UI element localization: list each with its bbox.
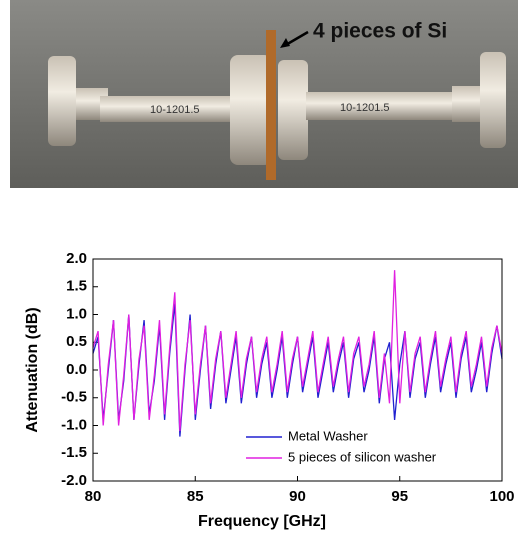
silicon-pieces <box>266 30 276 180</box>
flange <box>278 60 308 160</box>
legend-label: Metal Washer <box>288 428 368 443</box>
y-tick-label: -2.0 <box>61 472 87 489</box>
flange <box>48 56 76 146</box>
flange <box>480 52 506 148</box>
series-line <box>92 270 503 432</box>
flange <box>230 55 272 165</box>
arrow-head <box>280 38 290 48</box>
x-tick-label: 100 <box>489 488 514 505</box>
y-tick-label: 1.0 <box>66 305 87 322</box>
waveguide-tube <box>306 92 456 120</box>
part-label: 10-1201.5 <box>150 104 200 116</box>
chart: Frequency [GHz] Attenuation (dB) -2.0 -1.… <box>24 250 514 530</box>
photo-annotation: 4 pieces of Si <box>313 20 447 43</box>
y-tick-label: 0.0 <box>66 361 87 378</box>
y-tick-label: -1.0 <box>61 416 87 433</box>
y-axis-title: Attenuation (dB) <box>24 307 41 432</box>
y-tick-label: 1.5 <box>66 278 87 295</box>
legend-label: 5 pieces of silicon washer <box>288 449 437 464</box>
x-tick-label: 90 <box>289 488 306 505</box>
y-tick-label: -0.5 <box>61 389 87 406</box>
x-tick-label: 85 <box>187 488 204 505</box>
x-tick-label: 95 <box>391 488 408 505</box>
plot-frame <box>92 258 503 482</box>
photo: 10-1201.5 10-1201.5 4 pieces of Si <box>10 0 518 188</box>
x-tick-label: 80 <box>85 488 102 505</box>
y-tick-label: 2.0 <box>66 250 87 267</box>
y-tick-label: 0.5 <box>66 333 87 350</box>
waveguide-tube <box>100 96 240 122</box>
neck <box>452 86 482 122</box>
part-label: 10-1201.5 <box>340 102 390 114</box>
y-tick-label: -1.5 <box>61 444 87 461</box>
x-axis-title: Frequency [GHz] <box>198 513 326 530</box>
